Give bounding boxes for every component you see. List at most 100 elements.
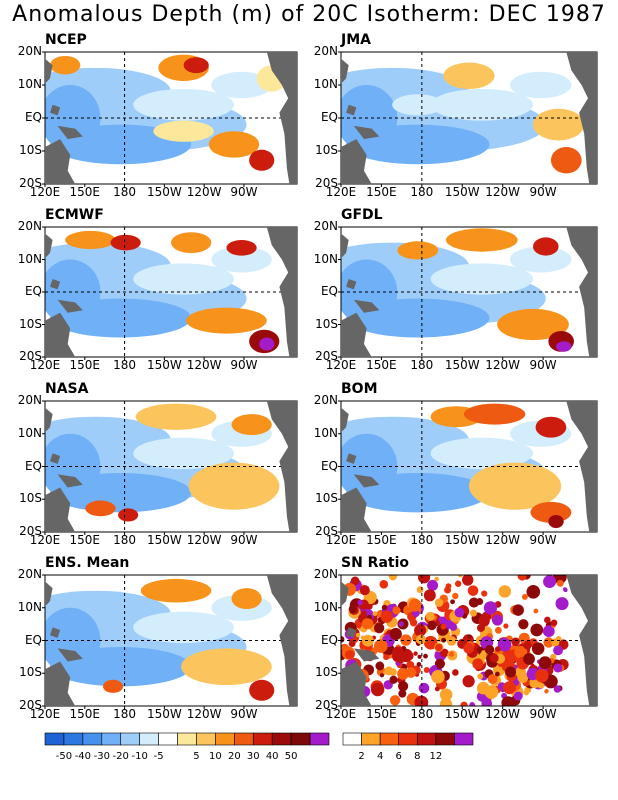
sn-patch <box>449 623 458 631</box>
sn-patch <box>416 662 422 667</box>
sn-patch <box>543 637 554 648</box>
lon-label: 150E <box>69 707 101 721</box>
lon-label: 150E <box>366 358 397 372</box>
lon-label: 150W <box>146 707 182 721</box>
sn-colorbar-label: 12 <box>429 751 443 762</box>
lat-label: EQ <box>24 458 42 473</box>
sn-patch <box>544 689 549 694</box>
lat-label: 10N <box>17 77 42 91</box>
sn-patch <box>543 575 557 589</box>
sn-patch <box>434 686 440 692</box>
sn-patch <box>414 695 429 706</box>
sn-patch <box>481 650 487 656</box>
sn-patch <box>370 682 385 697</box>
sn-patch <box>440 648 449 658</box>
anomaly-patch <box>153 120 214 142</box>
anomaly-patch <box>249 149 275 171</box>
anomaly-colorbar-label: 50 <box>284 751 298 762</box>
sn-patch <box>423 653 428 659</box>
sn-patch <box>416 634 426 645</box>
lat-label: 10N <box>17 599 42 614</box>
lon-label: 120E <box>29 185 61 199</box>
sn-patch <box>363 618 374 629</box>
lat-label: EQ <box>320 632 338 647</box>
sn-patch <box>400 634 412 646</box>
sn-patch <box>404 651 414 661</box>
anomaly-patch <box>118 508 139 522</box>
lon-label: 120W <box>485 358 521 372</box>
anomaly-patch <box>133 437 235 470</box>
anomaly-patch <box>535 416 567 438</box>
anomaly-patch <box>85 500 116 517</box>
sn-patch <box>348 605 357 614</box>
panel-ecmwf-land <box>45 227 297 357</box>
lon-label: 150E <box>366 185 397 199</box>
anomaly-patch <box>533 108 585 141</box>
sn-patch <box>476 681 490 695</box>
panel-ens-mean-land <box>45 575 297 706</box>
colorbar-swatch <box>416 732 437 746</box>
anomaly-patch <box>171 232 212 254</box>
anomaly-patch <box>497 308 569 341</box>
sn-patch <box>381 604 388 611</box>
colorbar-swatch <box>454 732 474 746</box>
anomaly-patch <box>133 611 235 644</box>
panel-label-nasa: NASA <box>45 381 89 397</box>
anomaly-patch <box>183 57 209 74</box>
lon-label: 90W <box>529 707 557 721</box>
colorbar-swatch <box>177 732 197 746</box>
sn-patch <box>553 663 563 673</box>
lat-label: 20N <box>313 393 338 407</box>
anomaly-patch <box>259 337 275 351</box>
anomaly-patch <box>188 462 280 510</box>
sn-patch <box>556 579 564 587</box>
anomaly-colorbar-label: -5 <box>153 751 164 762</box>
sn-patch <box>373 639 388 653</box>
sn-patch <box>423 635 438 650</box>
anomaly-patch <box>548 514 564 529</box>
anomaly-patch <box>181 648 272 686</box>
sn-patch <box>495 646 501 652</box>
lon-label: 120W <box>186 358 222 372</box>
anomaly-patch <box>463 403 526 425</box>
colorbar-swatch <box>379 732 400 746</box>
lat-label: EQ <box>24 110 42 124</box>
lat-label: 20N <box>313 567 338 581</box>
sn-patch <box>514 645 528 659</box>
lat-label: 20N <box>17 393 42 407</box>
sn-patch <box>388 575 398 581</box>
sn-colorbar-label: 2 <box>358 751 365 762</box>
anomaly-patch <box>341 85 398 151</box>
sn-patch <box>357 599 363 606</box>
sn-patch <box>497 637 512 652</box>
anomaly-colorbar <box>44 732 330 746</box>
sn-patch <box>530 623 544 637</box>
lon-label: 150E <box>69 533 101 547</box>
panel-nasa-land <box>45 401 297 532</box>
sn-patch <box>383 670 388 675</box>
anomaly-patch <box>102 679 124 693</box>
anomaly-colorbar-label: -50 <box>55 751 73 762</box>
sn-patch <box>555 597 569 611</box>
lat-label: EQ <box>320 458 338 473</box>
sn-patch <box>350 576 360 586</box>
sn-patch <box>427 579 439 591</box>
lat-label: 20S <box>19 524 42 538</box>
sn-patch <box>535 669 549 683</box>
sn-patch <box>452 669 459 676</box>
sn-patch <box>341 636 345 643</box>
lat-label: EQ <box>320 110 338 124</box>
colorbar-swatch <box>158 732 178 746</box>
anomaly-colorbar-label: 5 <box>193 751 200 762</box>
anomaly-patch <box>45 85 101 151</box>
sn-patch <box>379 673 385 678</box>
anomaly-patch <box>110 234 141 251</box>
lon-label: 150W <box>444 707 480 721</box>
lat-label: 10S <box>315 143 338 157</box>
anomaly-patch <box>186 307 267 334</box>
sn-patch <box>483 601 498 615</box>
sn-patch <box>423 589 436 602</box>
lat-label: 10S <box>19 143 42 157</box>
anomaly-patch <box>469 462 562 510</box>
panel-jma <box>338 51 598 187</box>
